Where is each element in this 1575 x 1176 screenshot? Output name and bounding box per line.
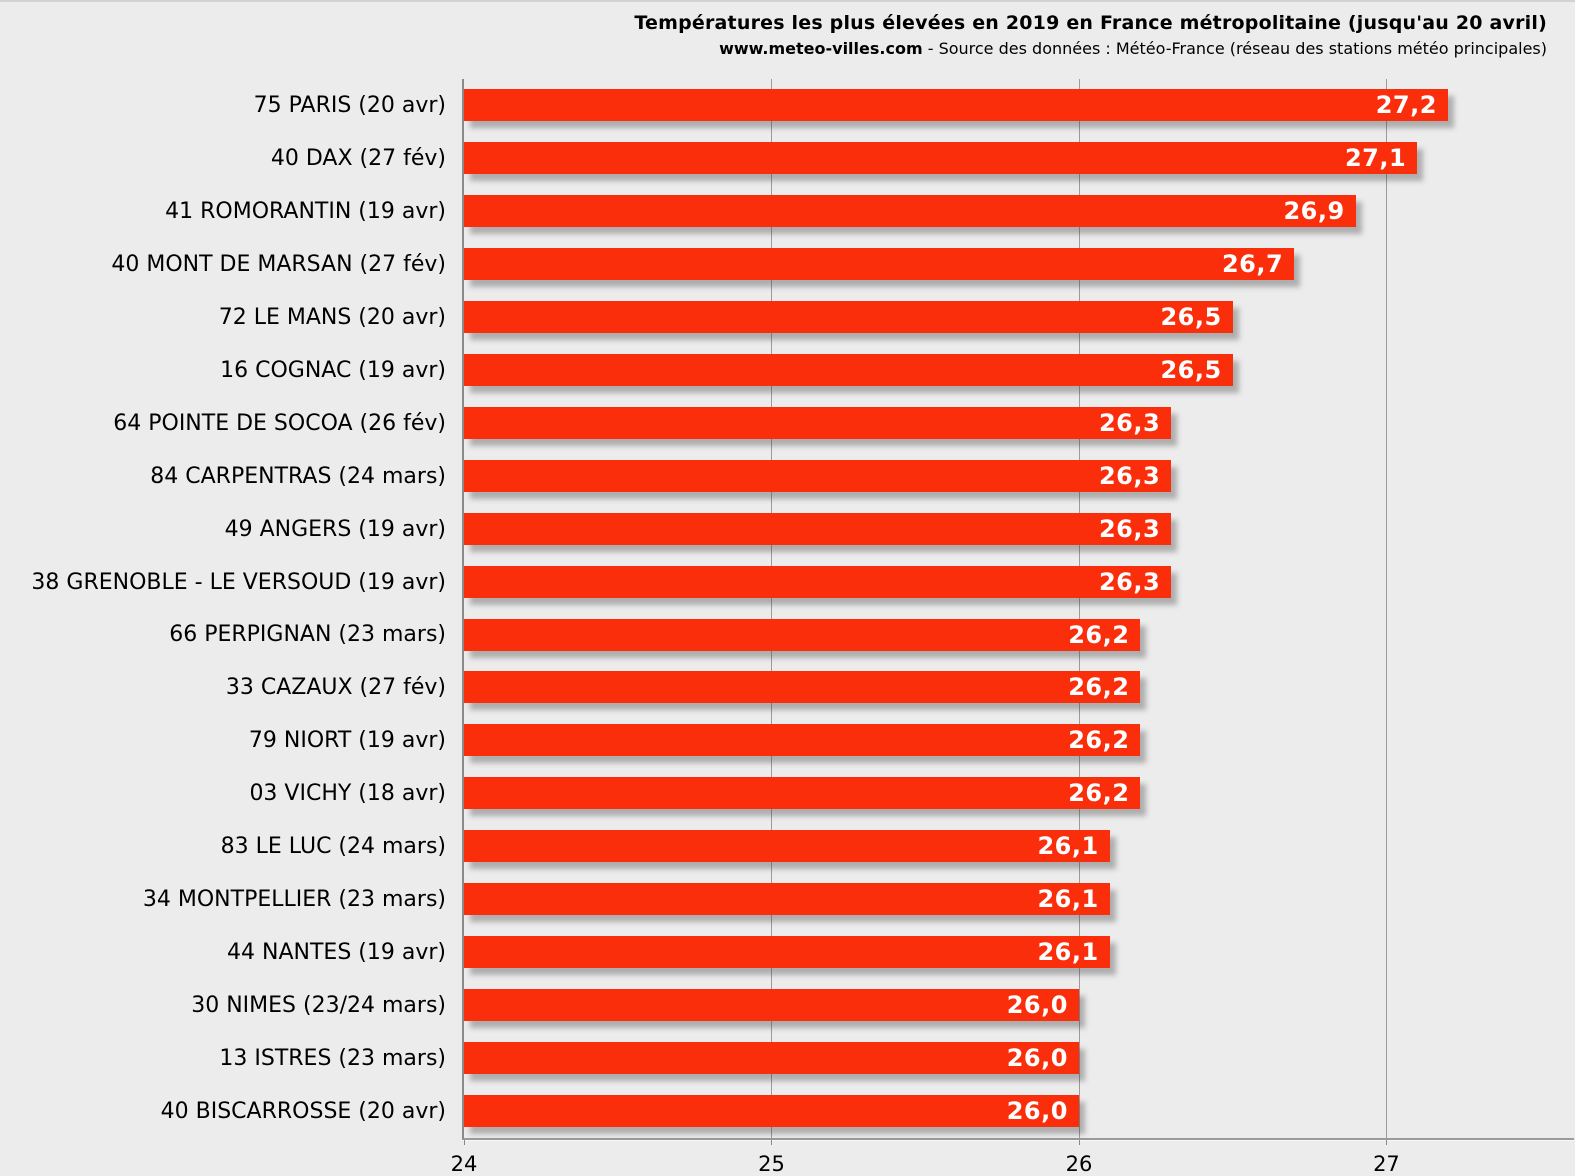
- category-label: 44 NANTES (19 avr): [227, 940, 446, 966]
- category-label: 75 PARIS (20 avr): [253, 92, 446, 118]
- bar-row: 40 MONT DE MARSAN (27 fév) 26,7: [111, 238, 1574, 291]
- category-label: 40 DAX (27 fév): [270, 145, 446, 171]
- bar-row: 13 ISTRES (23 mars) 26,0: [219, 1032, 1574, 1085]
- category-label: 83 LE LUC (24 mars): [220, 834, 446, 860]
- bar-value-label: 26,2: [1068, 620, 1130, 649]
- category-label: 03 VICHY (18 avr): [249, 781, 446, 807]
- temperature-bar: 26,3: [464, 565, 1172, 598]
- bar-row: 16 COGNAC (19 avr) 26,5: [220, 344, 1574, 397]
- x-axis-tick: [1078, 1140, 1080, 1145]
- bar-value-label: 26,9: [1283, 196, 1345, 225]
- temperature-bar: 27,2: [464, 89, 1448, 121]
- bar-value-label: 26,3: [1098, 514, 1161, 543]
- temperature-bar: 26,7: [464, 247, 1295, 280]
- x-gridline: [1078, 79, 1080, 1138]
- plot-area: 24 25 26 27 75 PARIS (20 avr) 27,2 40 DAX (27 …: [31, 79, 1574, 1176]
- category-label: 72 LE MANS (20 avr): [218, 304, 446, 330]
- temperature-bar: 26,2: [464, 618, 1141, 651]
- x-tick-label: 27: [1373, 1152, 1400, 1176]
- bar-row: 41 ROMORANTIN (19 avr) 26,9: [165, 185, 1574, 238]
- temperature-bar: 26,1: [464, 883, 1110, 916]
- bar-value-label: 26,3: [1098, 408, 1161, 437]
- category-label: 40 BISCARROSSE (20 avr): [160, 1099, 446, 1125]
- bar-value-label: 26,5: [1160, 302, 1222, 331]
- category-label: 64 POINTE DE SOCOA (26 fév): [113, 410, 446, 436]
- bar-row: 30 NIMES (23/24 mars) 26,0: [191, 979, 1574, 1032]
- bar-value-label: 26,1: [1037, 885, 1099, 914]
- x-gridline: [1386, 79, 1388, 1138]
- category-label: 84 CARPENTRAS (24 mars): [150, 463, 446, 489]
- chart-header: Températures les plus élevées en 2019 en…: [634, 12, 1547, 58]
- temperature-bar: 26,5: [464, 353, 1233, 386]
- category-label: 49 ANGERS (19 avr): [224, 516, 446, 542]
- category-label: 34 MONTPELLIER (23 mars): [142, 887, 446, 913]
- temperature-bar: 26,2: [464, 777, 1141, 810]
- bar-row: 72 LE MANS (20 avr) 26,5: [219, 291, 1574, 344]
- temperature-bar: 27,1: [464, 141, 1418, 174]
- temperature-bar: 26,3: [464, 512, 1172, 545]
- bar-value-label: 26,1: [1037, 938, 1099, 967]
- category-label: 79 NIORT (19 avr): [248, 728, 446, 754]
- category-label: 38 GRENOBLE - LE VERSOUD (19 avr): [31, 569, 446, 595]
- bar-value-label: 26,2: [1068, 726, 1130, 755]
- temperature-bar: 26,2: [464, 671, 1141, 704]
- bar-row: 66 PERPIGNAN (23 mars) 26,2: [169, 609, 1574, 662]
- bar-value-label: 26,0: [1006, 1097, 1068, 1126]
- category-label: 13 ISTRES (23 mars): [219, 1046, 446, 1072]
- temperature-bar: 26,1: [464, 936, 1110, 969]
- temperature-bar: 26,0: [464, 1042, 1079, 1075]
- source-website: www.meteo-villes.com: [719, 39, 923, 58]
- category-label: 41 ROMORANTIN (19 avr): [165, 198, 446, 224]
- x-axis-tick: [771, 1140, 773, 1145]
- bar-value-label: 26,0: [1006, 1044, 1068, 1073]
- bar-value-label: 27,1: [1344, 143, 1407, 172]
- bar-row: 38 GRENOBLE - LE VERSOUD (19 avr) 26,3: [31, 556, 1574, 609]
- category-label: 16 COGNAC (19 avr): [220, 357, 446, 383]
- temperature-bar: 26,2: [464, 724, 1141, 757]
- source-text: - Source des données : Météo-France (rés…: [922, 39, 1547, 58]
- temperature-bar: 26,1: [464, 830, 1110, 863]
- bar-row: 79 NIORT (19 avr) 26,2: [249, 714, 1574, 767]
- bar-value-label: 26,5: [1160, 355, 1222, 384]
- bar-row: 83 LE LUC (24 mars) 26,1: [221, 820, 1574, 873]
- bar-value-label: 26,1: [1037, 832, 1099, 861]
- bar-row: 34 MONTPELLIER (23 mars) 26,1: [143, 873, 1574, 926]
- bar-value-label: 26,2: [1068, 673, 1130, 702]
- bar-value-label: 26,3: [1098, 567, 1161, 596]
- bar-row: 64 POINTE DE SOCOA (26 fév) 26,3: [113, 397, 1574, 450]
- bar-value-label: 26,3: [1098, 461, 1161, 490]
- temperature-bar: 26,9: [464, 194, 1356, 227]
- temperature-bar: 26,3: [464, 459, 1172, 492]
- bar-value-label: 26,2: [1068, 779, 1130, 808]
- chart-title: Températures les plus élevées en 2019 en…: [634, 12, 1547, 34]
- bar-value-label: 26,0: [1006, 991, 1068, 1020]
- temperature-bar: 26,3: [464, 406, 1172, 439]
- bar-row: 75 PARIS (20 avr) 27,2: [254, 79, 1574, 132]
- x-axis-tick: [1386, 1140, 1388, 1145]
- chart-subtitle: www.meteo-villes.com - Source des donnée…: [634, 39, 1547, 58]
- temperature-bar: 26,0: [464, 1095, 1079, 1128]
- bar-row: 84 CARPENTRAS (24 mars) 26,3: [150, 450, 1574, 503]
- category-label: 33 CAZAUX (27 fév): [225, 675, 446, 701]
- x-tick-label: 24: [450, 1152, 478, 1176]
- bar-row: 03 VICHY (18 avr) 26,2: [249, 767, 1574, 820]
- bar-row: 33 CAZAUX (27 fév) 26,2: [226, 661, 1574, 714]
- category-label: 30 NIMES (23/24 mars): [191, 993, 446, 1019]
- x-tick-label: 25: [758, 1152, 785, 1176]
- bar-row: 40 DAX (27 fév) 27,1: [271, 132, 1574, 185]
- temperature-bar: 26,5: [464, 300, 1233, 333]
- temperature-bar: 26,0: [464, 989, 1079, 1022]
- x-gridline: [771, 79, 773, 1138]
- bar-row: 49 ANGERS (19 avr) 26,3: [225, 503, 1574, 556]
- bar-value-label: 26,7: [1221, 249, 1284, 278]
- x-tick-label: 26: [1065, 1152, 1093, 1176]
- bar-row: 40 BISCARROSSE (20 avr) 26,0: [161, 1085, 1574, 1138]
- category-label: 40 MONT DE MARSAN (27 fév): [111, 251, 446, 277]
- bar-row: 44 NANTES (19 avr) 26,1: [227, 926, 1574, 979]
- category-label: 66 PERPIGNAN (23 mars): [169, 622, 446, 648]
- x-axis-tick: [464, 1140, 465, 1145]
- bar-value-label: 27,2: [1375, 91, 1437, 119]
